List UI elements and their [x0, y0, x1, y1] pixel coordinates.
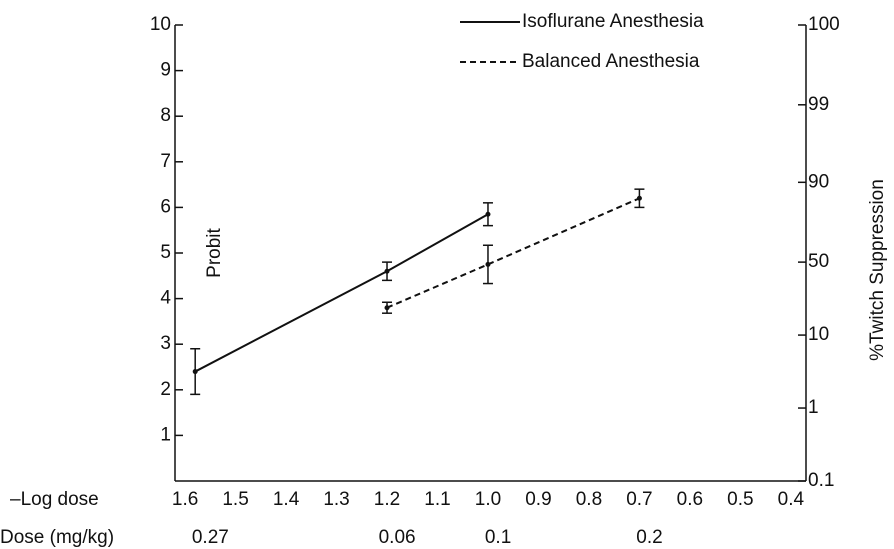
series-line — [194, 213, 489, 373]
y-tick-label: 9 — [160, 60, 171, 81]
y2-tick-label: 100 — [808, 14, 840, 35]
series-line — [386, 197, 640, 309]
x-tick-label: 1.2 — [374, 489, 400, 510]
y2-tick-label: 50 — [808, 251, 829, 272]
x-tick-label: 0.9 — [525, 489, 551, 510]
y-tick-label: 3 — [160, 333, 171, 354]
point — [485, 211, 491, 217]
x-tick-label: 0.5 — [727, 489, 753, 510]
x-axis-label: –Log dose — [10, 489, 99, 510]
y-tick-label: 7 — [160, 151, 171, 172]
x-tick-label: 0.8 — [576, 489, 602, 510]
y-axis-label: Probit — [204, 227, 225, 277]
x-tick-label: 0.4 — [778, 489, 805, 510]
x-tick-label: 1.3 — [323, 489, 349, 510]
y2-tick-label: 99 — [808, 94, 829, 115]
x-tick-label: 1.4 — [273, 489, 300, 510]
y-tick-label: 6 — [160, 196, 171, 217]
legend-label: Balanced Anesthesia — [522, 51, 700, 72]
x-tick-label: 1.6 — [172, 489, 198, 510]
point — [384, 305, 390, 311]
point — [192, 369, 198, 375]
y-tick-label: 2 — [160, 379, 171, 400]
y-tick-label: 8 — [160, 105, 171, 126]
point — [384, 268, 390, 274]
x-tick-label: 1.5 — [222, 489, 248, 510]
x-tick-label: 1.1 — [424, 489, 450, 510]
y-tick-label: 5 — [160, 242, 171, 263]
y2-tick-label: 10 — [808, 324, 829, 345]
y-tick-label: 1 — [160, 424, 171, 445]
legend-label: Isoflurane Anesthesia — [522, 11, 704, 32]
dose-title: Dose (mg/kg) — [0, 527, 114, 548]
y2-tick-label: 90 — [808, 171, 829, 192]
y-tick-label: 4 — [160, 288, 171, 309]
x-tick-label: 1.0 — [475, 489, 501, 510]
y2-tick-label: 0.1 — [808, 470, 834, 491]
dose-label: 0.2 — [636, 527, 662, 548]
dose-label: 0.1 — [485, 527, 511, 548]
y2-tick-label: 1 — [808, 397, 819, 418]
point — [636, 195, 642, 201]
x-tick-label: 0.6 — [677, 489, 703, 510]
y2-axis-label: %Twitch Suppression — [867, 179, 888, 361]
y-tick-label: 10 — [150, 14, 171, 35]
dose-label: 0.27 — [192, 527, 229, 548]
point — [485, 261, 491, 267]
x-tick-label: 0.7 — [626, 489, 652, 510]
dose-label: 0.06 — [379, 527, 416, 548]
